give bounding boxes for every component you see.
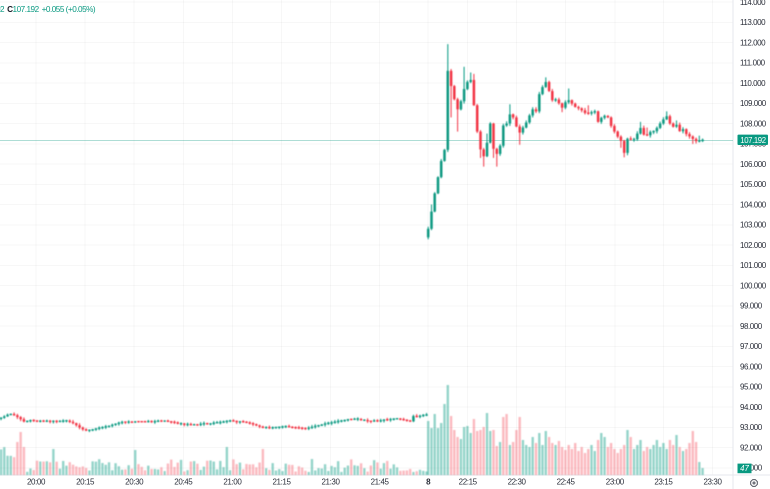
svg-text:22:30: 22:30 bbox=[508, 478, 527, 487]
svg-text:92.000: 92.000 bbox=[740, 443, 763, 452]
svg-text:21:30: 21:30 bbox=[321, 478, 340, 487]
svg-text:113.000: 113.000 bbox=[740, 18, 766, 27]
svg-text:106.000: 106.000 bbox=[740, 160, 767, 169]
svg-text:101.000: 101.000 bbox=[740, 261, 767, 270]
svg-text:02C107.192+0.055 (+0.05%): 02C107.192+0.055 (+0.05%) bbox=[0, 5, 96, 14]
svg-text:23:15: 23:15 bbox=[654, 478, 673, 487]
svg-text:109.000: 109.000 bbox=[740, 99, 767, 108]
svg-text:103.000: 103.000 bbox=[740, 221, 767, 230]
svg-text:20:15: 20:15 bbox=[76, 478, 95, 487]
svg-text:21:00: 21:00 bbox=[223, 478, 242, 487]
svg-text:110.000: 110.000 bbox=[740, 79, 766, 88]
svg-text:22:15: 22:15 bbox=[459, 478, 478, 487]
svg-text:21:45: 21:45 bbox=[371, 478, 390, 487]
svg-text:96.000: 96.000 bbox=[740, 362, 763, 371]
svg-text:20:30: 20:30 bbox=[125, 478, 144, 487]
svg-text:98.000: 98.000 bbox=[740, 322, 763, 331]
svg-text:91.000: 91.000 bbox=[740, 464, 763, 473]
svg-text:8: 8 bbox=[426, 478, 431, 487]
svg-text:23:00: 23:00 bbox=[606, 478, 625, 487]
svg-text:95.000: 95.000 bbox=[740, 383, 763, 392]
svg-text:47: 47 bbox=[740, 464, 749, 473]
svg-text:108.000: 108.000 bbox=[740, 119, 767, 128]
svg-text:97.000: 97.000 bbox=[740, 342, 763, 351]
svg-text:100.000: 100.000 bbox=[740, 281, 767, 290]
svg-text:114.000: 114.000 bbox=[740, 0, 766, 7]
svg-text:99.000: 99.000 bbox=[740, 302, 763, 311]
svg-text:93.000: 93.000 bbox=[740, 423, 763, 432]
svg-text:104.000: 104.000 bbox=[740, 200, 767, 209]
svg-text:112.000: 112.000 bbox=[740, 38, 766, 47]
svg-text:22:45: 22:45 bbox=[557, 478, 576, 487]
svg-text:94.000: 94.000 bbox=[740, 403, 763, 412]
svg-text:105.000: 105.000 bbox=[740, 180, 767, 189]
svg-text:20:00: 20:00 bbox=[27, 478, 46, 487]
svg-text:21:15: 21:15 bbox=[272, 478, 291, 487]
svg-text:102.000: 102.000 bbox=[740, 241, 767, 250]
svg-text:111.000: 111.000 bbox=[740, 59, 766, 68]
svg-text:107.192: 107.192 bbox=[740, 136, 765, 145]
svg-text:20:45: 20:45 bbox=[174, 478, 193, 487]
svg-text:23:30: 23:30 bbox=[703, 478, 722, 487]
